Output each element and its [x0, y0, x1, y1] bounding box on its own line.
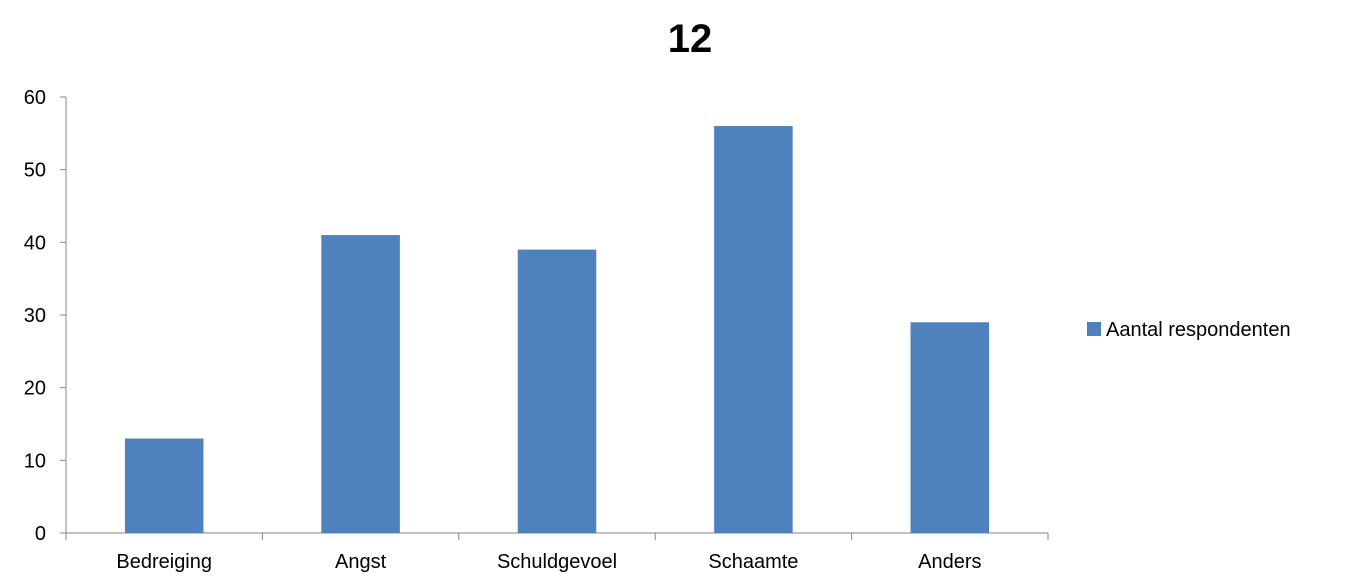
legend-label: Aantal respondenten — [1106, 319, 1291, 341]
x-tick-label: Anders — [918, 551, 981, 573]
y-tick-label: 60 — [24, 87, 46, 109]
y-tick-label: 10 — [24, 450, 46, 472]
x-tick-label: Schaamte — [708, 551, 798, 573]
bar — [124, 438, 204, 533]
y-tick-label: 50 — [24, 160, 46, 182]
chart-title: 12 — [668, 17, 713, 61]
x-tick-label: Schuldgevoel — [497, 551, 617, 573]
legend-swatch — [1087, 322, 1101, 336]
y-tick-label: 20 — [24, 378, 46, 400]
y-tick-label: 40 — [24, 232, 46, 254]
y-tick-label: 0 — [35, 523, 46, 545]
y-axis: 0 10 20 30 40 50 60 — [24, 87, 67, 545]
x-axis: Bedreiging Angst Schuldgevoel Schaamte Ander… — [65, 532, 1049, 573]
x-tick-label: Angst — [335, 551, 387, 573]
bar — [517, 249, 597, 533]
y-tick-label: 30 — [24, 305, 46, 327]
bar — [321, 235, 400, 534]
bars — [124, 126, 990, 534]
bar — [714, 126, 793, 534]
x-tick-label: Bedreiging — [116, 551, 212, 573]
bar — [910, 322, 990, 533]
legend: Aantal respondenten — [1087, 319, 1291, 341]
